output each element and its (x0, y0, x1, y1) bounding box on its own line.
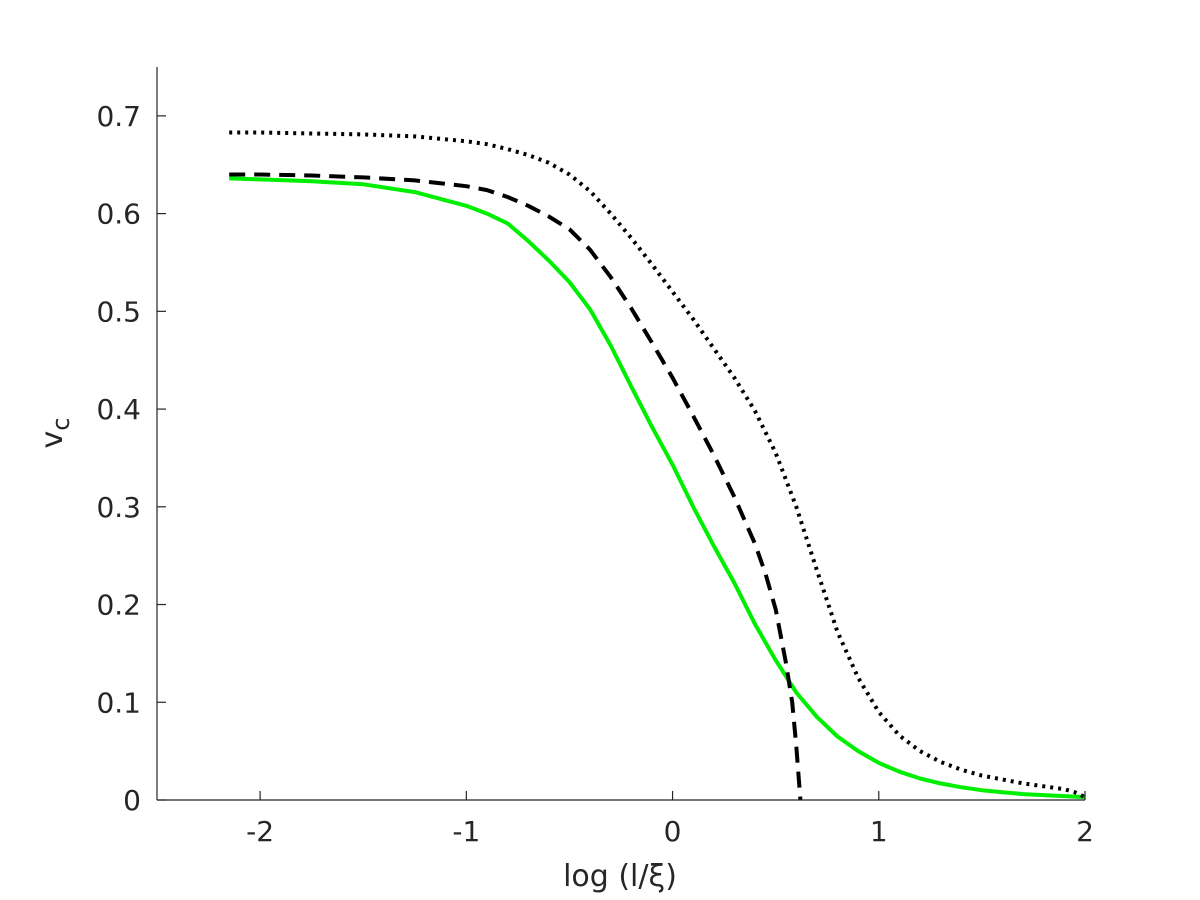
x-tick-label: 2 (1076, 815, 1094, 848)
x-tick-label: 0 (664, 815, 682, 848)
y-tick-label: 0.7 (96, 100, 141, 133)
y-tick-label: 0.2 (96, 589, 141, 622)
y-tick-label: 0.5 (96, 295, 141, 328)
y-tick-label: 0.3 (96, 491, 141, 524)
x-axis-label: log (l/ξ) (563, 859, 677, 894)
y-axis-label-subscript: c (47, 418, 75, 431)
series-line-dashed-black (229, 172, 803, 801)
x-tick-label: 1 (870, 815, 888, 848)
y-tick-label: 0.1 (96, 686, 141, 719)
series-layer (229, 130, 1086, 801)
y-axis-label-main: v (35, 431, 70, 449)
series-line-dotted-black (229, 130, 1086, 799)
axes-layer: -2 -1 0 1 2 0 0.1 0.2 0.3 0.4 0.5 0.6 0.7 (96, 67, 1094, 848)
y-tick-label: 0 (123, 784, 141, 817)
x-tick-label: -2 (246, 815, 274, 848)
x-tick-label: -1 (452, 815, 480, 848)
series-line-solid-green (229, 176, 1086, 800)
y-axis-label: vc (35, 418, 75, 449)
y-tick-label: 0.4 (96, 393, 141, 426)
y-tick-label: 0.6 (96, 198, 141, 231)
